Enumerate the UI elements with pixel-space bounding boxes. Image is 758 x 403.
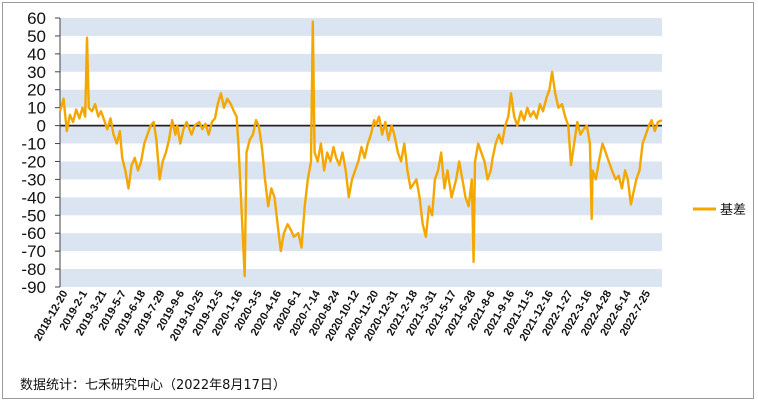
y-tick-label: -40: [21, 188, 46, 207]
y-tick-label: 30: [27, 63, 46, 82]
y-tick-label: -60: [21, 224, 46, 243]
y-tick-label: -50: [21, 206, 46, 225]
source-note: 数据统计：七禾研究中心（2022年8月17日）: [20, 378, 286, 393]
grid-band: [60, 89, 662, 108]
y-tick-label: 20: [27, 81, 46, 100]
y-tick-label: 40: [27, 45, 46, 64]
x-axis-ticks: 2018-12-202019-2-12019-3-212019-5-72019-…: [32, 288, 653, 343]
y-tick-label: 50: [27, 27, 46, 46]
series-line-basis: [58, 20, 663, 278]
legend-label: 基差: [720, 203, 746, 218]
grid-band: [60, 53, 662, 72]
y-tick-label: -70: [21, 242, 46, 261]
grid-band: [60, 269, 662, 287]
y-tick-label: -30: [21, 170, 46, 189]
y-tick-label: -20: [21, 152, 46, 171]
grid-bands: [60, 18, 662, 287]
grid-band: [60, 197, 662, 216]
legend[interactable]: 基差: [693, 203, 746, 218]
grid-band: [60, 233, 662, 252]
y-tick-label: 60: [27, 9, 46, 28]
y-tick-label: 10: [27, 99, 46, 118]
y-tick-label: -90: [21, 278, 46, 297]
y-tick-label: -80: [21, 260, 46, 279]
grid-band: [60, 18, 662, 36]
y-tick-label: -10: [21, 135, 46, 154]
grid-band: [60, 161, 662, 180]
y-tick-label: 0: [37, 117, 46, 136]
